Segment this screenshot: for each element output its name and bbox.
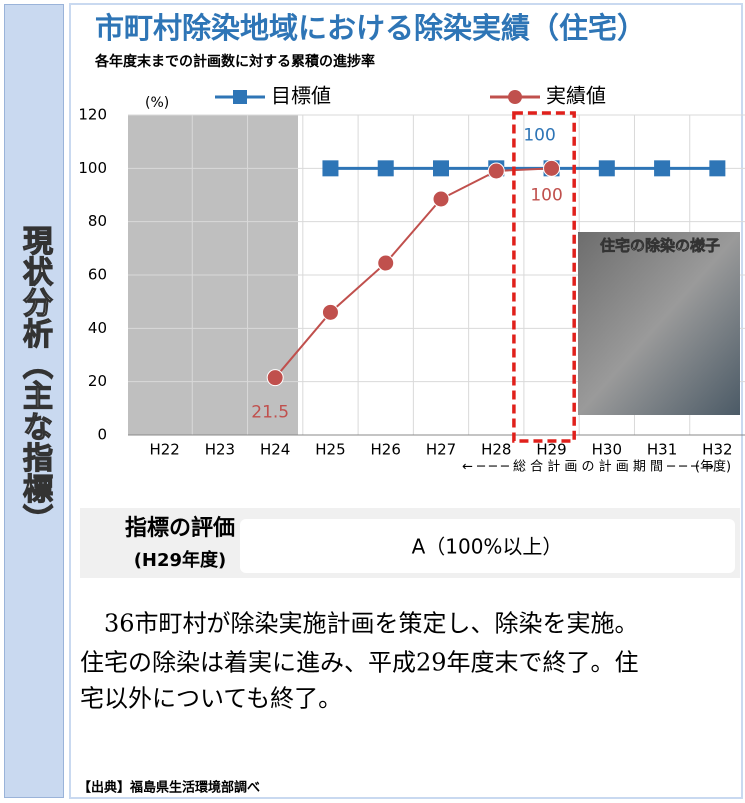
data-label: 21.5 (251, 403, 289, 423)
y-tick-label: 60 (88, 266, 107, 284)
point (543, 159, 561, 177)
photo-caption: 住宅の除染の様子 (600, 237, 720, 255)
evaluation-period: (H29年度) (134, 549, 227, 571)
evaluation-result: A（100%以上） (412, 535, 563, 559)
x-tick-label: H22 (149, 441, 179, 459)
body-line: 36市町村が除染実施計画を策定し、除染を実施。 (80, 610, 639, 638)
x-tick-label: H31 (647, 441, 677, 459)
x-tick-label: H29 (536, 441, 566, 459)
y-tick-label: 0 (97, 426, 107, 444)
chart-title: 市町村除染地域における除染実績（住宅） (95, 11, 646, 45)
point (377, 254, 395, 272)
y-tick-label: 20 (88, 372, 107, 390)
x-tick-label: H27 (426, 441, 456, 459)
evaluation-box (240, 519, 735, 573)
x-tick-label: H26 (371, 441, 401, 459)
x-tick-label: H32 (702, 441, 732, 459)
chart-subtitle: 各年度末までの計画数に対する累積の進捗率 (94, 53, 375, 70)
x-tick-label: H28 (481, 441, 511, 459)
y-tick-label: 120 (78, 106, 107, 124)
legend-marker (508, 90, 522, 104)
point (432, 190, 450, 208)
y-tick-label: 100 (78, 159, 107, 177)
body-line: 宅以外についても終了。 (80, 685, 342, 713)
x-tick-label: H25 (315, 441, 345, 459)
data-label: 100 (523, 125, 555, 145)
point (266, 369, 284, 387)
x-tick-label: H23 (205, 441, 235, 459)
legend-label: 目標値 (271, 84, 331, 108)
point (322, 160, 339, 177)
legend-marker (233, 90, 247, 104)
point (377, 160, 394, 177)
point (321, 303, 339, 321)
point (487, 162, 505, 180)
y-tick-label: 80 (88, 212, 107, 230)
point (598, 160, 615, 177)
x-tick-label: H30 (592, 441, 622, 459)
side-panel (4, 4, 64, 798)
legend-label: 実績値 (546, 84, 606, 108)
body-line: 住宅の除染は着実に進み、平成29年度末で終了。住 (80, 649, 639, 677)
side-label: 現状分析（主な指標） (16, 224, 52, 535)
y-tick-label: 40 (88, 319, 107, 337)
x-tick-label: H24 (260, 441, 290, 459)
y-axis-label: (%) (145, 95, 169, 111)
point (654, 160, 671, 177)
point (709, 160, 726, 177)
data-label: 100 (530, 185, 562, 205)
evaluation-heading: 指標の評価 (125, 515, 235, 541)
highlight-box (512, 111, 576, 443)
period-label: ← ─ ─ ─ 総 合 計 画 の 計 画 期 間 ─ ─ ─ → (462, 459, 714, 475)
point (433, 160, 449, 177)
x-unit: (年度) (695, 459, 731, 475)
source: 【出典】福島県生活環境部調べ (78, 780, 260, 796)
panel-border (69, 3, 743, 799)
series-line (274, 167, 552, 379)
photo (578, 232, 740, 415)
